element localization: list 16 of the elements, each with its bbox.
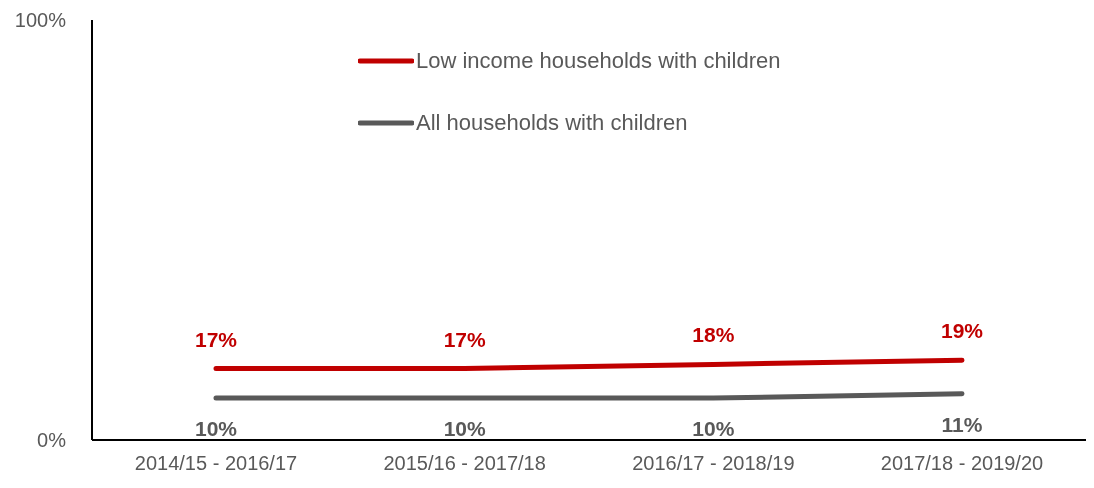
data-label: 19% bbox=[940, 319, 984, 343]
data-label: 11% bbox=[941, 412, 983, 436]
x-tick-label: 2016/17 - 2018/19 bbox=[632, 452, 795, 475]
legend-label: Low income households with children bbox=[416, 48, 781, 74]
legend-label: All households with children bbox=[416, 110, 688, 136]
data-label: 10% bbox=[194, 417, 238, 440]
data-label: 17% bbox=[194, 327, 238, 351]
x-tick-label: 2015/16 - 2017/18 bbox=[383, 452, 546, 475]
y-tick-label: 0% bbox=[37, 429, 67, 452]
data-label: 18% bbox=[692, 323, 735, 347]
x-tick-label: 2014/15 - 2016/17 bbox=[134, 452, 298, 475]
data-label: 10% bbox=[692, 417, 735, 440]
x-tick-label: 2017/18 - 2019/20 bbox=[880, 452, 1044, 475]
data-label: 10% bbox=[443, 417, 487, 440]
data-label: 17% bbox=[443, 327, 487, 351]
y-tick-label: 100% bbox=[14, 9, 67, 32]
